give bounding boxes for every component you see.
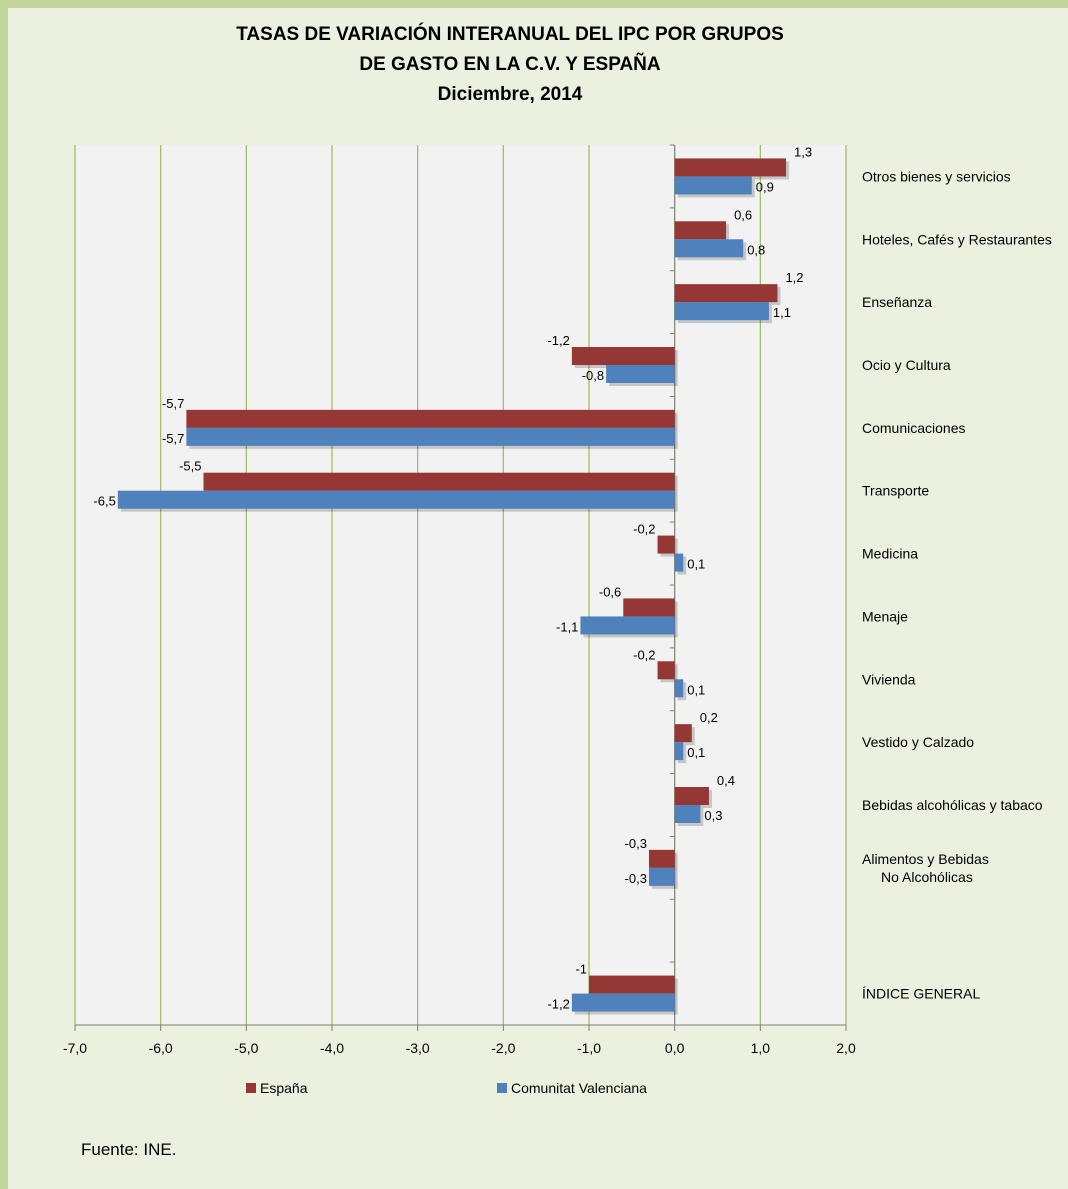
bar — [648, 867, 675, 886]
bar — [203, 472, 675, 491]
category-label: No Alcohólicas — [881, 869, 973, 885]
category-label: Menaje — [862, 608, 908, 624]
data-label: -0,8 — [582, 368, 604, 383]
bar — [571, 993, 675, 1012]
bar — [674, 284, 778, 303]
legend-swatch — [246, 1083, 256, 1093]
source-note: Fuente: INE. — [81, 1140, 177, 1159]
chart-title: TASAS DE VARIACIÓN INTERANUAL DEL IPC PO… — [100, 20, 920, 110]
data-label: 1,2 — [785, 270, 803, 285]
data-label: -1,2 — [547, 333, 569, 348]
bar — [623, 598, 675, 617]
x-tick-label: 0,0 — [665, 1040, 685, 1056]
data-label: -5,7 — [162, 396, 184, 411]
bar — [657, 535, 675, 554]
category-label: Vivienda — [862, 671, 916, 687]
bar — [674, 724, 692, 743]
bar — [674, 158, 787, 177]
chart-title-line-2: DE GASTO EN LA C.V. Y ESPAÑA — [359, 54, 661, 75]
legend-label: España — [260, 1080, 308, 1096]
data-label: -5,5 — [179, 459, 201, 474]
x-tick-label: -7,0 — [63, 1040, 87, 1056]
chart-title-line-1: TASAS DE VARIACIÓN INTERANUAL DEL IPC PO… — [236, 24, 784, 45]
category-label: Comunicaciones — [862, 420, 966, 436]
data-label: 0,8 — [747, 242, 765, 257]
data-label: -0,3 — [625, 871, 647, 886]
bar — [674, 742, 684, 761]
x-tick-label: -4,0 — [320, 1040, 344, 1056]
legend-label: Comunitat Valenciana — [511, 1080, 647, 1096]
bar — [674, 302, 769, 321]
category-label: Alimentos y Bebidas — [862, 851, 989, 867]
x-tick-label: 2,0 — [836, 1040, 856, 1056]
x-tick-label: -5,0 — [234, 1040, 258, 1056]
data-label: 1,1 — [773, 305, 791, 320]
data-label: 0,2 — [700, 710, 718, 725]
category-label: Enseñanza — [862, 294, 932, 310]
bar — [674, 221, 727, 240]
data-label: -1 — [575, 962, 587, 977]
x-tick-label: -1,0 — [577, 1040, 601, 1056]
data-label: 0,6 — [734, 207, 752, 222]
legend-swatch — [497, 1083, 507, 1093]
bar — [117, 490, 675, 509]
data-label: -0,6 — [599, 584, 621, 599]
bar — [186, 427, 675, 446]
bar — [580, 616, 675, 635]
data-label: 0,4 — [717, 773, 735, 788]
chart-title-line-3: Diciembre, 2014 — [437, 84, 583, 105]
data-label: 0,1 — [687, 557, 705, 572]
category-label: Vestido y Calzado — [862, 734, 974, 750]
bar — [648, 849, 675, 868]
data-label: 0,1 — [687, 745, 705, 760]
data-label: -0,3 — [625, 836, 647, 851]
data-label: -1,2 — [547, 997, 569, 1012]
bar — [674, 239, 744, 258]
category-label: Bebidas alcohólicas y tabaco — [862, 797, 1043, 813]
bar — [657, 661, 675, 680]
data-label: -0,2 — [633, 522, 655, 537]
x-tick-label: -6,0 — [149, 1040, 173, 1056]
plot-area — [75, 145, 846, 1025]
x-tick-label: 1,0 — [751, 1040, 771, 1056]
bar — [571, 347, 675, 365]
bar — [674, 805, 701, 823]
bar — [674, 176, 752, 195]
bar — [186, 409, 675, 428]
data-label: -1,1 — [556, 619, 578, 634]
data-label: 0,1 — [687, 682, 705, 697]
category-label: Hoteles, Cafés y Restaurantes — [862, 231, 1052, 247]
data-label: 0,3 — [704, 808, 722, 823]
data-label: 1,3 — [794, 144, 812, 159]
bar — [674, 553, 684, 572]
data-label: -5,7 — [162, 431, 184, 446]
x-tick-label: -3,0 — [406, 1040, 430, 1056]
category-label: Transporte — [862, 483, 929, 499]
category-label: ÍNDICE GENERAL — [862, 986, 980, 1002]
data-label: -6,5 — [93, 494, 115, 509]
bar — [674, 679, 684, 698]
x-tick-label: -2,0 — [491, 1040, 515, 1056]
category-label: Ocio y Cultura — [862, 357, 951, 373]
category-label: Otros bienes y servicios — [862, 168, 1011, 184]
bar — [674, 787, 709, 805]
bar — [589, 975, 675, 994]
category-label: Medicina — [862, 546, 918, 562]
bar — [606, 365, 675, 383]
data-label: -0,2 — [633, 647, 655, 662]
data-label: 0,9 — [756, 179, 774, 194]
